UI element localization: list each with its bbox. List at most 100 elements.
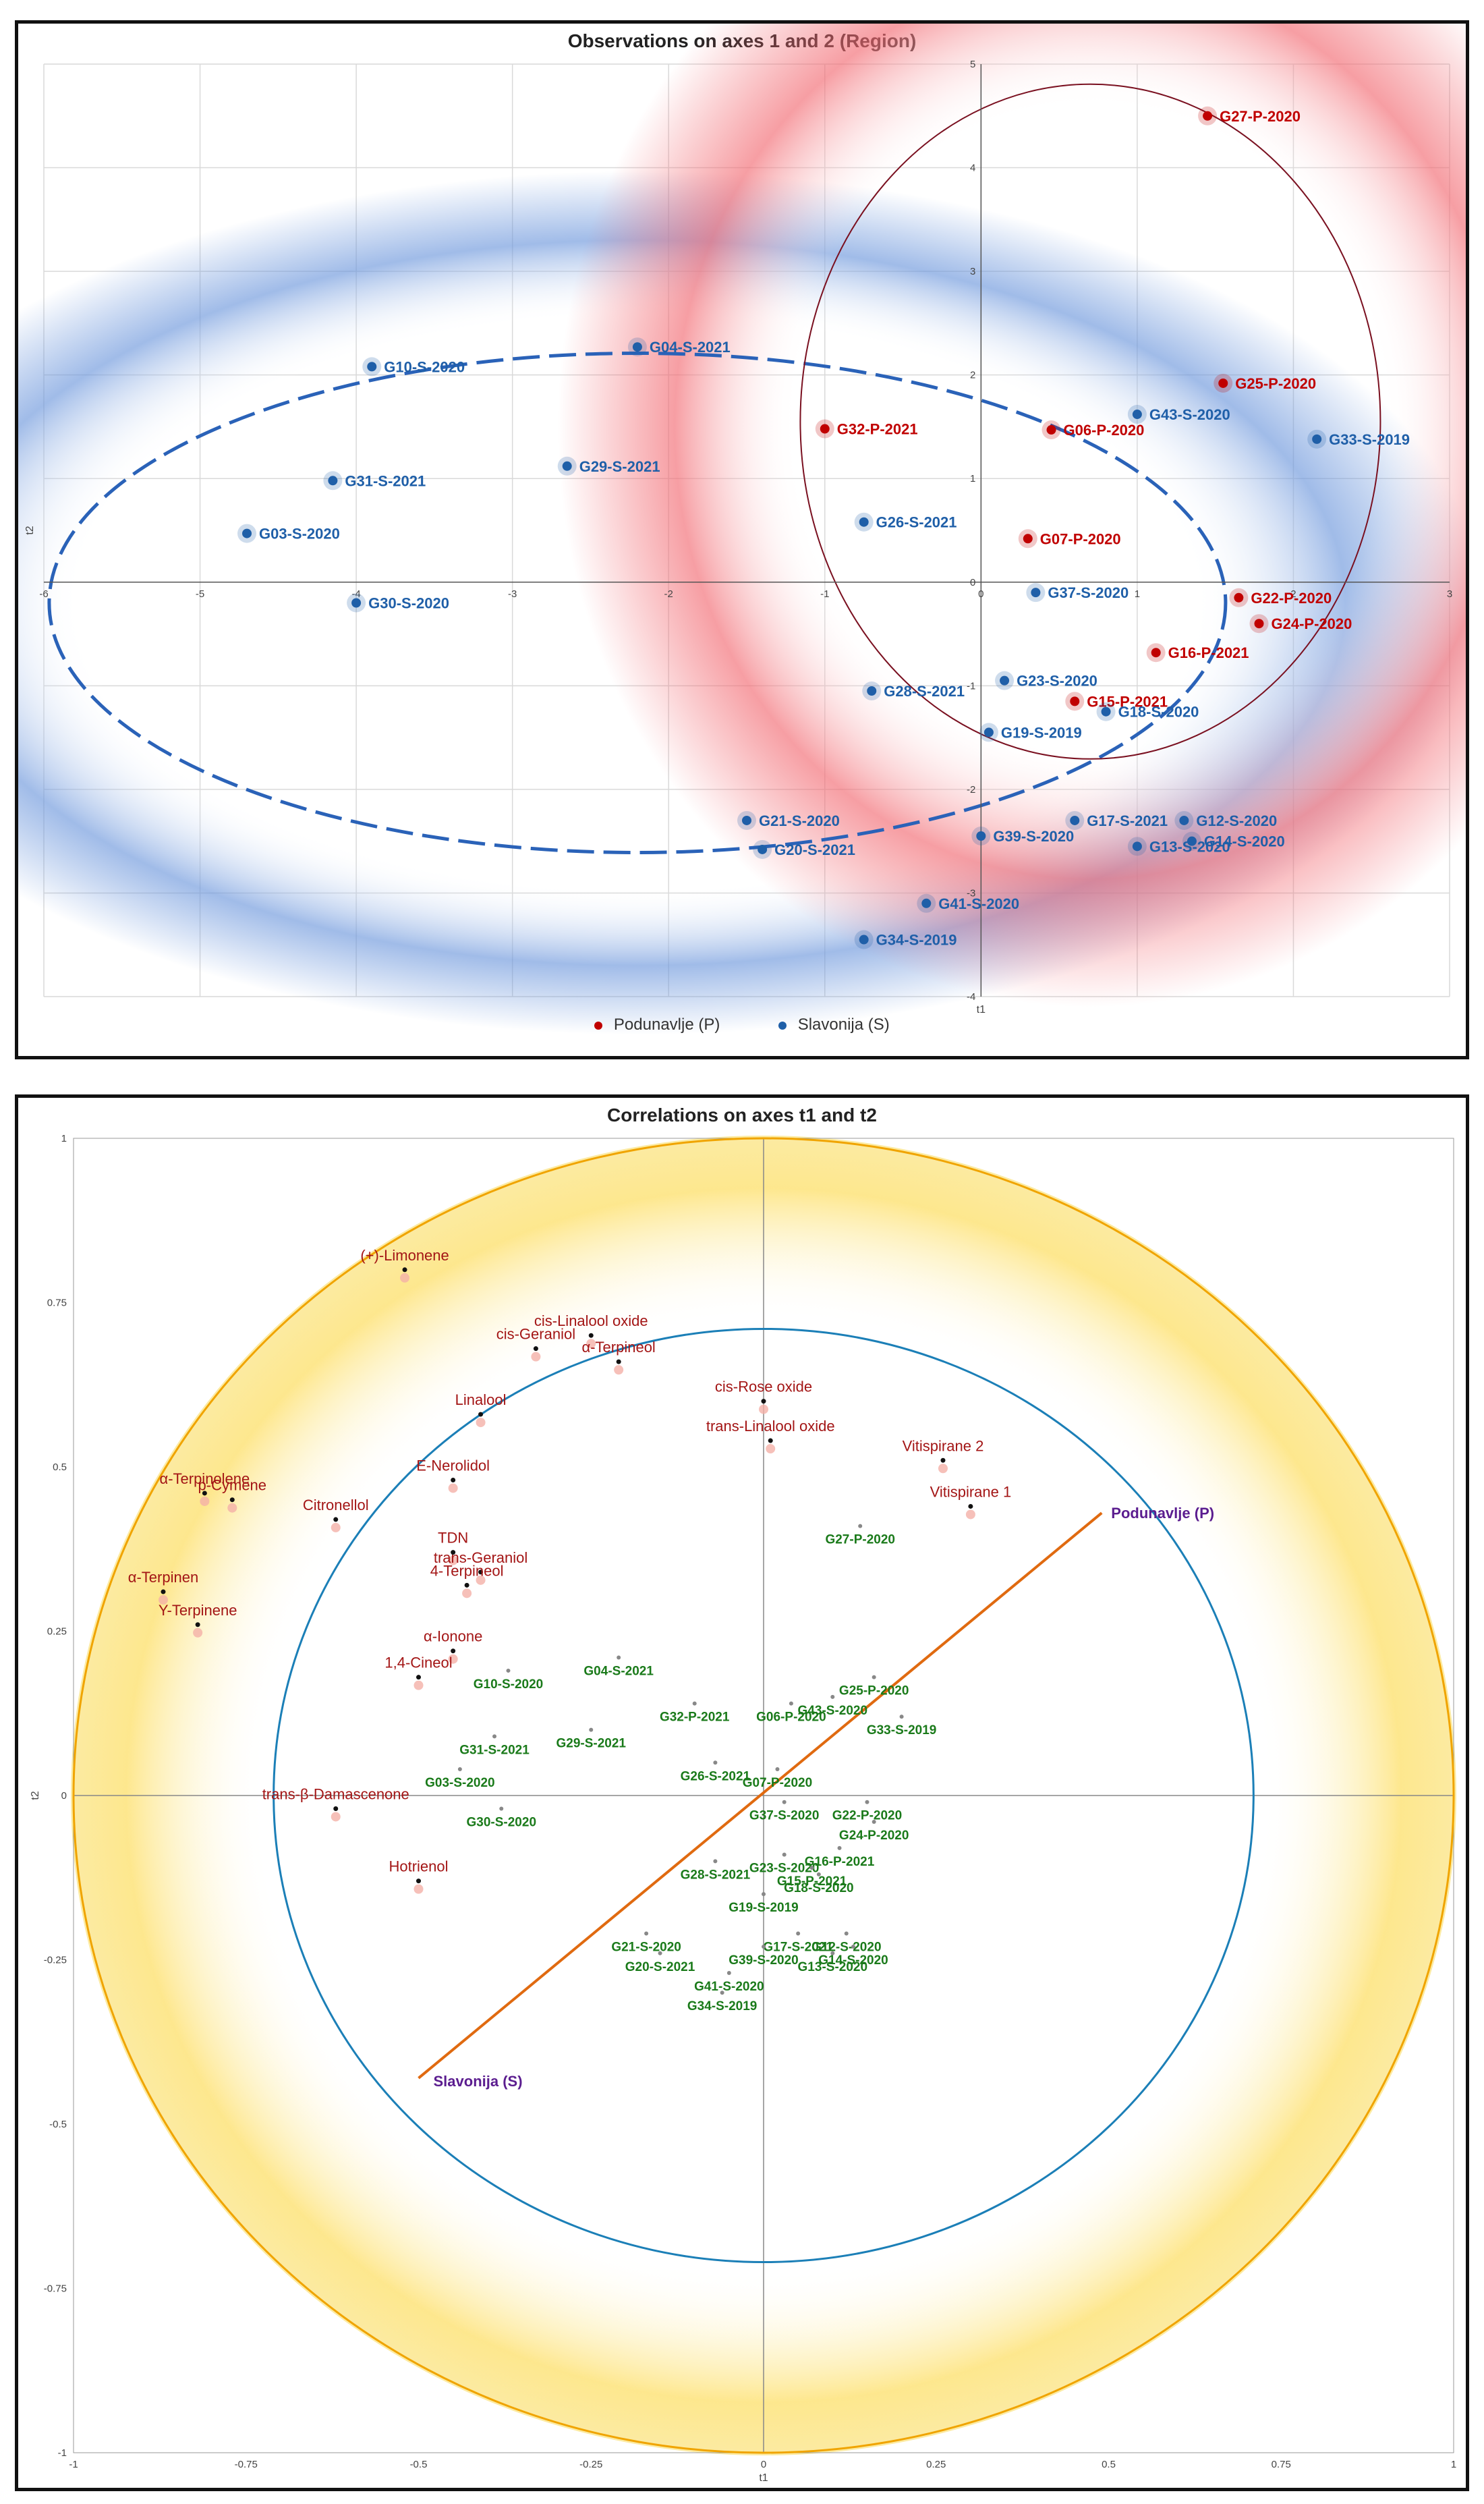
observation-label-g13-s-2020: G13-S-2020 (798, 1960, 868, 1974)
podunavlje-glow (557, 24, 1466, 1007)
correlations-panel: Correlations on axes t1 and t2 -1 -0.75 -0… (15, 1094, 1469, 2491)
y-tick-label: -2 (967, 784, 975, 796)
point-label-g12-s-2020: G12-S-2020 (1196, 812, 1277, 829)
observation-point-g21-s-2020 (644, 1931, 649, 1936)
point-g34-s-2019 (859, 935, 869, 945)
point-g23-s-2020 (1000, 675, 1010, 686)
variable-point-limonene (402, 1267, 407, 1273)
variable-label-cis-linalool-oxide: cis-Linalool oxide (534, 1312, 648, 1329)
variable-label-vitispirane-2: Vitispirane 2 (903, 1437, 984, 1454)
unit-correlation-circle (72, 1137, 1455, 2454)
observation-point-g37-s-2020 (782, 1800, 787, 1804)
observation-label-g29-s-2021: G29-S-2021 (556, 1737, 626, 1751)
observation-label-g10-s-2020: G10-S-2020 (474, 1677, 544, 1692)
y-tick-label: -3 (967, 887, 975, 899)
observation-point-g29-s-2021 (589, 1727, 594, 1732)
variable-halo-trans-linalool-oxide (766, 1444, 776, 1454)
variable-label-4-terpineol: 4-Terpineol (430, 1562, 504, 1579)
variable-label-tdn: TDN (438, 1530, 468, 1547)
variable-point-terpineol (616, 1359, 621, 1364)
point-g25-p-2020 (1218, 378, 1228, 388)
correlations-chart: -1 -0.75 -0.5 -0.25 0 0.25 0.5 0.75 1 -1 -0.75 -0.5… (30, 1133, 1456, 2484)
point-label-g41-s-2020: G41-S-2020 (938, 895, 1019, 912)
point-label-g07-p-2020: G07-P-2020 (1040, 530, 1121, 547)
observation-label-g23-s-2020: G23-S-2020 (749, 1862, 820, 1876)
x-tick-label: 0.75 (1272, 2459, 1291, 2470)
legend-marker-podunavlje (594, 1021, 603, 1030)
variable-point-cis-linalool-oxide (588, 1333, 594, 1338)
variable-point-4-terpineol (464, 1582, 469, 1588)
observation-label-g28-s-2021: G28-S-2021 (681, 1868, 751, 1882)
point-g17-s-2021 (1070, 815, 1080, 825)
point-g21-s-2020 (742, 815, 751, 825)
observation-label-g04-s-2021: G04-S-2021 (583, 1664, 654, 1678)
observation-point-g17-s-2021 (796, 1931, 801, 1936)
observation-point-g18-s-2020 (816, 1872, 821, 1876)
point-label-g31-s-2021: G31-S-2021 (345, 472, 426, 489)
slavonija-confidence-ellipse (47, 351, 1228, 854)
point-g30-s-2020 (351, 598, 362, 608)
observations-chart: -6 -5 -4 -3 -2 -1 0 1 2 3 -4 -3 -2 -1 0 1 2 3 4 5 t1 t2 G27-P-… (18, 24, 1466, 1035)
variable-halo-p-cymene (227, 1503, 237, 1513)
point-label-g27-p-2020: G27-P-2020 (1220, 108, 1301, 125)
x-tick-label: -2 (664, 588, 673, 600)
observation-label-g24-p-2020: G24-P-2020 (839, 1829, 909, 1843)
point-g39-s-2020 (976, 831, 986, 841)
point-g43-s-2020 (1132, 410, 1142, 420)
observation-label-g39-s-2020: G39-S-2020 (729, 1953, 799, 1968)
observation-label-g06-p-2020: G06-P-2020 (756, 1710, 826, 1725)
variable-halo-vitispirane-1 (965, 1509, 975, 1520)
y-axis-title: t2 (24, 526, 36, 534)
point-label-g25-p-2020: G25-P-2020 (1235, 375, 1316, 392)
x-tick-label: -6 (39, 588, 48, 600)
observation-label-g17-s-2021: G17-S-2021 (763, 1941, 833, 1955)
observation-label-g18-s-2020: G18-S-2020 (784, 1881, 854, 1895)
point-g28-s-2021 (867, 686, 877, 696)
variable-halo-cis-rose-oxide (759, 1404, 768, 1414)
observation-point-g16-p-2021 (837, 1845, 842, 1850)
variable-label-ionone: α-Ionone (424, 1628, 482, 1645)
y-tick-label: 0 (970, 577, 975, 588)
observation-point-g14-s-2020 (851, 1945, 855, 1949)
point-g14-s-2020 (1187, 836, 1197, 846)
variable-label-e-nerolidol: E-Nerolidol (416, 1457, 490, 1474)
chart-title-correlations: Correlations on axes t1 and t2 (607, 1105, 877, 1125)
observation-point-g26-s-2021 (713, 1760, 718, 1765)
region-label-podunavlje: Podunavlje (P) (1111, 1505, 1214, 1522)
variable-label-p-cymene: p-Cymene (198, 1477, 266, 1494)
variable-point-tdn (451, 1550, 456, 1555)
observation-point-g34-s-2019 (720, 1991, 724, 1995)
variable-halo-e-nerolidol (448, 1483, 458, 1493)
observation-label-g32-p-2021: G32-P-2021 (660, 1710, 730, 1725)
variable-halo-terpinolene (200, 1496, 210, 1506)
point-g18-s-2020 (1101, 706, 1111, 717)
y-tick-label: -4 (967, 991, 975, 1003)
variable-label-vitispirane-1: Vitispirane 1 (930, 1483, 1012, 1500)
variable-label-cis-rose-oxide: cis-Rose oxide (715, 1379, 812, 1395)
point-label-g04-s-2021: G04-S-2021 (650, 339, 731, 356)
region-label-slavonija: Slavonija (S) (434, 2073, 523, 2090)
point-label-g28-s-2021: G28-S-2021 (884, 683, 965, 700)
observation-label-g03-s-2020: G03-S-2020 (425, 1776, 495, 1790)
variable-halo-cis-linalool-oxide (586, 1339, 596, 1349)
observation-label-g33-s-2019: G33-S-2019 (867, 1723, 937, 1737)
observation-label-g16-p-2021: G16-P-2021 (805, 1855, 875, 1869)
x-tick-label: 0 (761, 2459, 766, 2470)
point-label-g34-s-2019: G34-S-2019 (876, 932, 957, 949)
variable-halo-hotrienol (413, 1884, 424, 1894)
legend-item-podunavlje: Podunavlje (P) (594, 1015, 720, 1034)
variable-halo-terpineol (614, 1365, 624, 1375)
y-tick-label: 0 (61, 1790, 67, 1802)
observation-label-g25-p-2020: G25-P-2020 (839, 1684, 909, 1698)
point-label-g43-s-2020: G43-S-2020 (1149, 406, 1230, 423)
x-tick-label: -4 (351, 588, 360, 600)
point-label-g17-s-2021: G17-S-2021 (1087, 812, 1168, 829)
observation-point-g32-p-2021 (692, 1701, 697, 1706)
observation-label-g26-s-2021: G26-S-2021 (681, 1769, 751, 1783)
observation-label-g43-s-2020: G43-S-2020 (798, 1704, 868, 1718)
variable-point-linalool (478, 1412, 484, 1417)
point-label-g21-s-2020: G21-S-2020 (759, 812, 840, 829)
observation-point-g07-p-2020 (775, 1767, 780, 1772)
legend-marker-slavonija (778, 1021, 787, 1030)
point-label-g37-s-2020: G37-S-2020 (1048, 584, 1129, 601)
